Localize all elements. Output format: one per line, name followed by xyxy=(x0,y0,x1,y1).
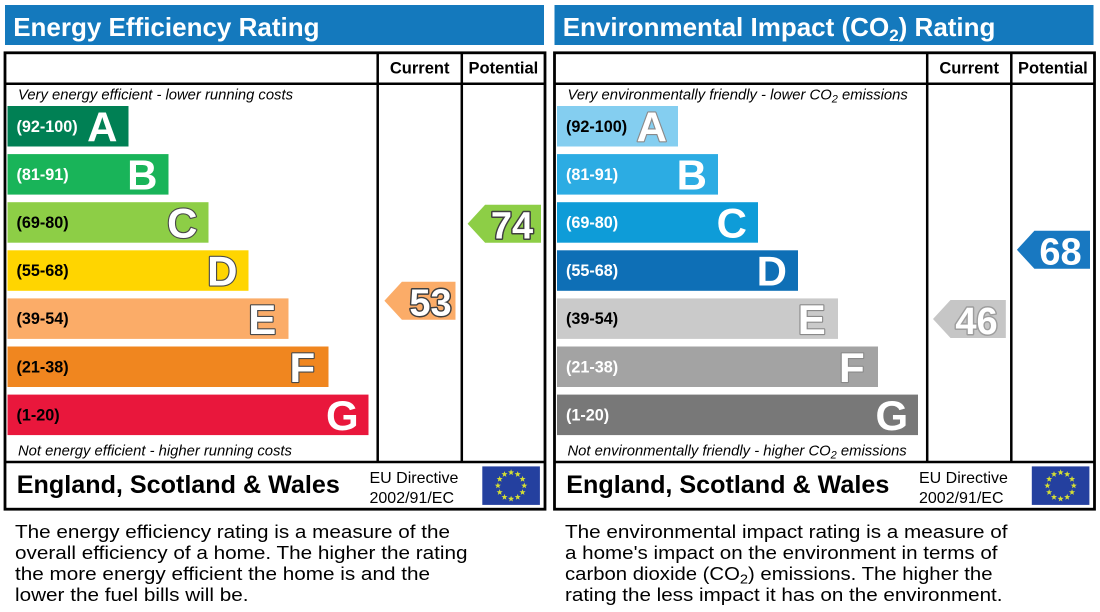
svg-text:2002/91/EC: 2002/91/EC xyxy=(919,490,1004,507)
svg-text:D: D xyxy=(207,248,237,295)
svg-text:carbon dioxide (CO2) emissions: carbon dioxide (CO 2) emissions. The high… xyxy=(565,564,993,587)
svg-text:England, Scotland & Wales: England, Scotland & Wales xyxy=(566,471,889,499)
svg-text:(21-38): (21-38) xyxy=(566,358,618,376)
svg-text:overall efficiency of a home.: overall efficiency of a home. The higher… xyxy=(15,543,467,563)
svg-text:(55-68): (55-68) xyxy=(566,262,618,280)
svg-text:(39-54): (39-54) xyxy=(566,310,618,328)
svg-text:(21-38): (21-38) xyxy=(17,358,69,376)
svg-text:Potential: Potential xyxy=(469,60,539,78)
svg-text:D: D xyxy=(757,248,787,295)
svg-text:G: G xyxy=(875,392,908,439)
svg-text:B: B xyxy=(677,152,707,199)
svg-text:(92-100): (92-100) xyxy=(566,118,627,136)
svg-text:The environmental impact ratin: The environmental impact rating is a mea… xyxy=(565,522,1009,542)
svg-text:Not energy efficient - higher: Not energy efficient - higher running co… xyxy=(18,443,292,459)
svg-text:68: 68 xyxy=(1039,232,1081,274)
svg-text:(81-91): (81-91) xyxy=(17,166,69,184)
svg-text:Current: Current xyxy=(939,60,999,78)
svg-text:(69-80): (69-80) xyxy=(17,214,69,232)
svg-text:74: 74 xyxy=(491,206,533,248)
svg-text:rating the less impact it has: rating the less impact it has on the env… xyxy=(565,585,1003,605)
svg-text:B: B xyxy=(127,152,157,199)
svg-text:E: E xyxy=(798,296,826,343)
svg-text:England, Scotland & Wales: England, Scotland & Wales xyxy=(17,471,340,499)
svg-text:Very energy efficient - lower: Very energy efficient - lower running co… xyxy=(18,87,294,103)
svg-text:F: F xyxy=(289,344,315,391)
svg-text:(69-80): (69-80) xyxy=(566,214,618,232)
svg-text:Environmental Impact (CO2) Rat: Environmental Impact (CO2) Rating xyxy=(563,12,996,45)
svg-text:A: A xyxy=(637,103,667,150)
svg-text:(39-54): (39-54) xyxy=(17,310,69,328)
svg-text:Potential: Potential xyxy=(1018,60,1088,78)
svg-text:Not environmentally friendly -: Not environmentally friendly - higher CO… xyxy=(568,443,908,461)
svg-text:lower the fuel bills will be.: lower the fuel bills will be. xyxy=(15,585,249,605)
svg-text:EU Directive: EU Directive xyxy=(370,470,459,487)
svg-text:G: G xyxy=(326,392,359,439)
svg-text:The energy efficiency rating i: The energy efficiency rating is a measur… xyxy=(15,522,450,542)
svg-text:E: E xyxy=(248,296,276,343)
svg-text:Energy Efficiency Rating: Energy Efficiency Rating xyxy=(13,12,319,42)
svg-text:46: 46 xyxy=(955,301,997,343)
svg-text:C: C xyxy=(717,200,747,247)
svg-text:(1-20): (1-20) xyxy=(17,406,60,424)
svg-text:Very environmentally friendly: Very environmentally friendly - lower CO… xyxy=(568,87,909,105)
svg-text:(92-100): (92-100) xyxy=(17,118,78,136)
svg-text:Current: Current xyxy=(390,60,450,78)
svg-text:the more energy efficient the: the more energy efficient the home is an… xyxy=(15,564,430,584)
svg-text:F: F xyxy=(839,344,865,391)
svg-text:53: 53 xyxy=(409,283,451,325)
svg-text:(1-20): (1-20) xyxy=(566,406,609,424)
svg-text:EU Directive: EU Directive xyxy=(919,470,1008,487)
svg-text:a home's impact on the environ: a home's impact on the environment in te… xyxy=(565,543,999,563)
svg-text:2002/91/EC: 2002/91/EC xyxy=(370,490,455,507)
svg-text:(81-91): (81-91) xyxy=(566,166,618,184)
svg-text:C: C xyxy=(167,200,197,247)
svg-text:A: A xyxy=(87,103,117,150)
svg-text:(55-68): (55-68) xyxy=(17,262,69,280)
